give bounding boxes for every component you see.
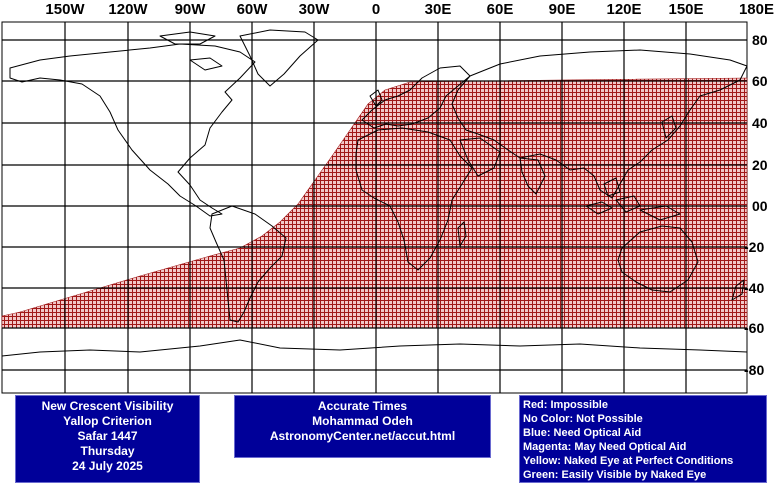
credits-title: Accurate Times (317, 399, 408, 413)
longitude-label-0: 0 (371, 1, 381, 18)
africa-outline (355, 127, 473, 271)
greenland-outline (239, 29, 319, 87)
longitude-label-30w: 30W (298, 1, 330, 18)
credits-panel: Accurate Times Mohammad Odeh AstronomyCe… (234, 395, 491, 458)
south-america-outline (209, 205, 287, 323)
uk-outline (369, 89, 383, 107)
longitude-label-180e: 180E (738, 1, 774, 18)
longitude-label-120e: 120E (606, 1, 642, 18)
latitude-label-5: -20 (744, 239, 765, 255)
info-criterion: Yallop Criterion (63, 414, 152, 428)
impossible-region (1, 77, 748, 329)
latitude-label-4: 00 (752, 198, 768, 214)
legend-magenta: Magenta: May Need Optical Aid (523, 441, 687, 453)
longitude-label-150w: 150W (45, 1, 85, 18)
longitude-label-60w: 60W (236, 1, 268, 18)
longitude-label-120w: 120W (108, 1, 148, 18)
credits-url: AstronomyCenter.net/accut.html (269, 429, 456, 443)
longitude-label-150e: 150E (668, 1, 704, 18)
asia-outline (451, 49, 748, 199)
latitude-label-6: -40 (744, 280, 765, 296)
info-title: New Crescent Visibility (41, 399, 174, 413)
legend-panel: Red: Impossible No Color: Not Possible B… (519, 395, 767, 483)
longitude-label-90e: 90E (548, 1, 576, 18)
latitude-label-7: -60 (744, 320, 765, 336)
arabia-outline (459, 137, 501, 177)
latitude-label-2: 40 (752, 115, 768, 131)
europe-outline (361, 65, 471, 129)
latitude-label-1: 60 (752, 73, 768, 89)
arctic-islands-outline (159, 31, 223, 71)
antarctica-outline (1, 339, 748, 357)
info-weekday: Thursday (80, 444, 135, 458)
longitude-label-30e: 30E (424, 1, 452, 18)
australia-outline (617, 225, 699, 293)
latitude-label-0: 80 (752, 32, 768, 48)
legend-yellow: Yellow: Naked Eye at Perfect Conditions (523, 455, 734, 467)
india-outline (519, 157, 546, 195)
legend-red: Red: Impossible (523, 399, 608, 411)
info-month: Safar 1447 (77, 429, 138, 443)
madagascar-outline (457, 221, 467, 247)
legend-blue: Blue: Need Optical Aid (523, 427, 642, 439)
indonesia-outline (585, 177, 681, 221)
legend-no-color: No Color: Not Possible (523, 413, 643, 425)
japan-outline (661, 115, 677, 139)
coastlines (1, 29, 748, 357)
new-zealand-outline (731, 279, 745, 301)
info-date: 24 July 2025 (72, 459, 143, 473)
latitude-label-3: 20 (752, 157, 768, 173)
longitude-label-60e: 60E (486, 1, 514, 18)
legend-green: Green: Easily Visible by Naked Eye (523, 469, 707, 481)
visibility-info-panel: New Crescent Visibility Yallop Criterion… (15, 395, 200, 483)
longitude-label-90w: 90W (174, 1, 206, 18)
credits-author: Mohammad Odeh (312, 414, 413, 428)
latitude-label-8: -80 (744, 362, 765, 378)
north-america-outline (9, 43, 256, 217)
